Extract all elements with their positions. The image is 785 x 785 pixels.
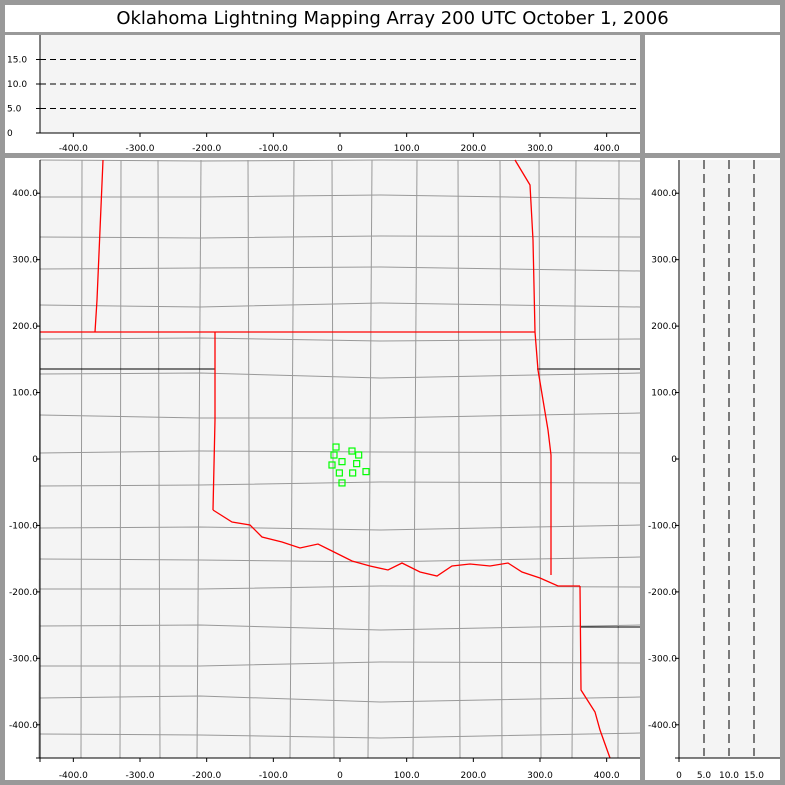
- x-tick-label: -100.0: [259, 144, 288, 154]
- x-tick-label: 0: [337, 144, 343, 154]
- x-tick-label: 0: [337, 771, 343, 781]
- lightning-source-marker: [349, 469, 357, 477]
- county-line: [39, 337, 641, 342]
- y-tick-label: 0: [671, 455, 677, 465]
- y-tick-label: -400.0: [9, 721, 38, 731]
- empty-corner-panel: [645, 35, 780, 153]
- lightning-source-marker: [335, 469, 343, 477]
- county-line: [412, 159, 418, 759]
- x-tick-label: 300.0: [527, 771, 553, 781]
- state-border: [514, 159, 552, 575]
- county-line: [39, 266, 641, 272]
- y-tick-label: 5.0: [7, 105, 22, 115]
- county-line: [196, 159, 202, 759]
- y-tick-label: 10.0: [7, 80, 27, 90]
- county-line: [39, 235, 641, 239]
- state-border: [579, 585, 611, 759]
- y-tick-label: 100.0: [651, 389, 677, 399]
- county-line: [40, 194, 641, 200]
- x-tick-label: -100.0: [259, 771, 288, 781]
- y-tick-label: 15.0: [7, 56, 27, 66]
- county-line: [289, 159, 295, 759]
- lightning-source-marker: [330, 451, 338, 459]
- x-tick-label: -400.0: [59, 771, 88, 781]
- county-line: [538, 159, 542, 759]
- lightning-source-marker: [338, 458, 346, 466]
- county-line: [119, 159, 122, 759]
- lightning-source-marker: [362, 468, 370, 476]
- county-line: [617, 159, 620, 759]
- lightning-source-marker: [348, 447, 356, 455]
- y-tick-label: 200.0: [12, 322, 38, 332]
- x-tick-label: 400.0: [594, 771, 620, 781]
- y-tick-label: -200.0: [648, 588, 677, 598]
- county-line: [39, 302, 641, 308]
- red-river-border: [212, 509, 580, 587]
- state-borders-black: [40, 368, 640, 628]
- y-tick-label: -400.0: [648, 721, 677, 731]
- county-line: [39, 695, 641, 703]
- lightning-source-marker: [338, 479, 346, 487]
- y-tick-label: 0: [32, 455, 38, 465]
- county-line: [39, 556, 641, 563]
- y-tick-label: -300.0: [9, 654, 38, 664]
- x-tick-label: 200.0: [460, 771, 486, 781]
- y-tick-label: 400.0: [12, 189, 38, 199]
- y-tick-label: 0: [7, 129, 13, 139]
- county-line: [40, 585, 641, 590]
- y-tick-label: 100.0: [12, 389, 38, 399]
- y-tick-label: -200.0: [9, 588, 38, 598]
- y-tick-label: 400.0: [651, 189, 677, 199]
- county-line: [39, 450, 641, 454]
- lightning-source-marker: [328, 461, 336, 469]
- y-tick-label: 300.0: [651, 256, 677, 266]
- county-line: [39, 412, 641, 419]
- x-tick-label: -400.0: [59, 144, 88, 154]
- state-border: [94, 159, 104, 333]
- county-line: [157, 159, 161, 759]
- lightning-source-marker: [355, 451, 363, 459]
- x-tick-label: 100.0: [394, 771, 420, 781]
- county-line: [499, 159, 503, 759]
- county-line: [39, 732, 641, 739]
- x-tick-label: 100.0: [394, 144, 420, 154]
- county-line: [39, 524, 641, 531]
- lightning-source-marker: [332, 443, 340, 451]
- county-line: [331, 159, 335, 759]
- side-plot-area: [680, 160, 780, 758]
- x-tick-label: 400.0: [594, 144, 620, 154]
- x-tick-label: 0: [676, 771, 682, 781]
- county-line: [39, 372, 641, 379]
- y-tick-label: -100.0: [648, 521, 677, 531]
- x-tick-label: 200.0: [460, 144, 486, 154]
- state-borders-red: [40, 159, 611, 759]
- state-border: [212, 332, 216, 511]
- county-line: [39, 159, 641, 162]
- county-line: [80, 159, 83, 759]
- lightning-source-marker: [353, 460, 361, 468]
- page-title: Oklahoma Lightning Mapping Array 200 UTC…: [5, 5, 780, 32]
- y-tick-label: 300.0: [12, 256, 38, 266]
- county-line: [39, 624, 641, 631]
- x-tick-label: 5.0: [697, 771, 712, 781]
- x-tick-label: 15.0: [744, 771, 764, 781]
- x-tick-label: -300.0: [125, 771, 154, 781]
- county-line: [247, 159, 251, 759]
- x-tick-label: 10.0: [719, 771, 739, 781]
- x-tick-label: -200.0: [192, 771, 221, 781]
- x-tick-label: -200.0: [192, 144, 221, 154]
- county-line: [367, 159, 373, 759]
- y-tick-label: -300.0: [648, 654, 677, 664]
- x-tick-label: -300.0: [125, 144, 154, 154]
- county-line: [571, 159, 577, 759]
- x-tick-label: 300.0: [527, 144, 553, 154]
- county-line: [40, 661, 641, 667]
- y-tick-label: -100.0: [9, 521, 38, 531]
- county-line: [39, 481, 641, 487]
- county-line: [457, 159, 461, 759]
- y-tick-label: 200.0: [651, 322, 677, 332]
